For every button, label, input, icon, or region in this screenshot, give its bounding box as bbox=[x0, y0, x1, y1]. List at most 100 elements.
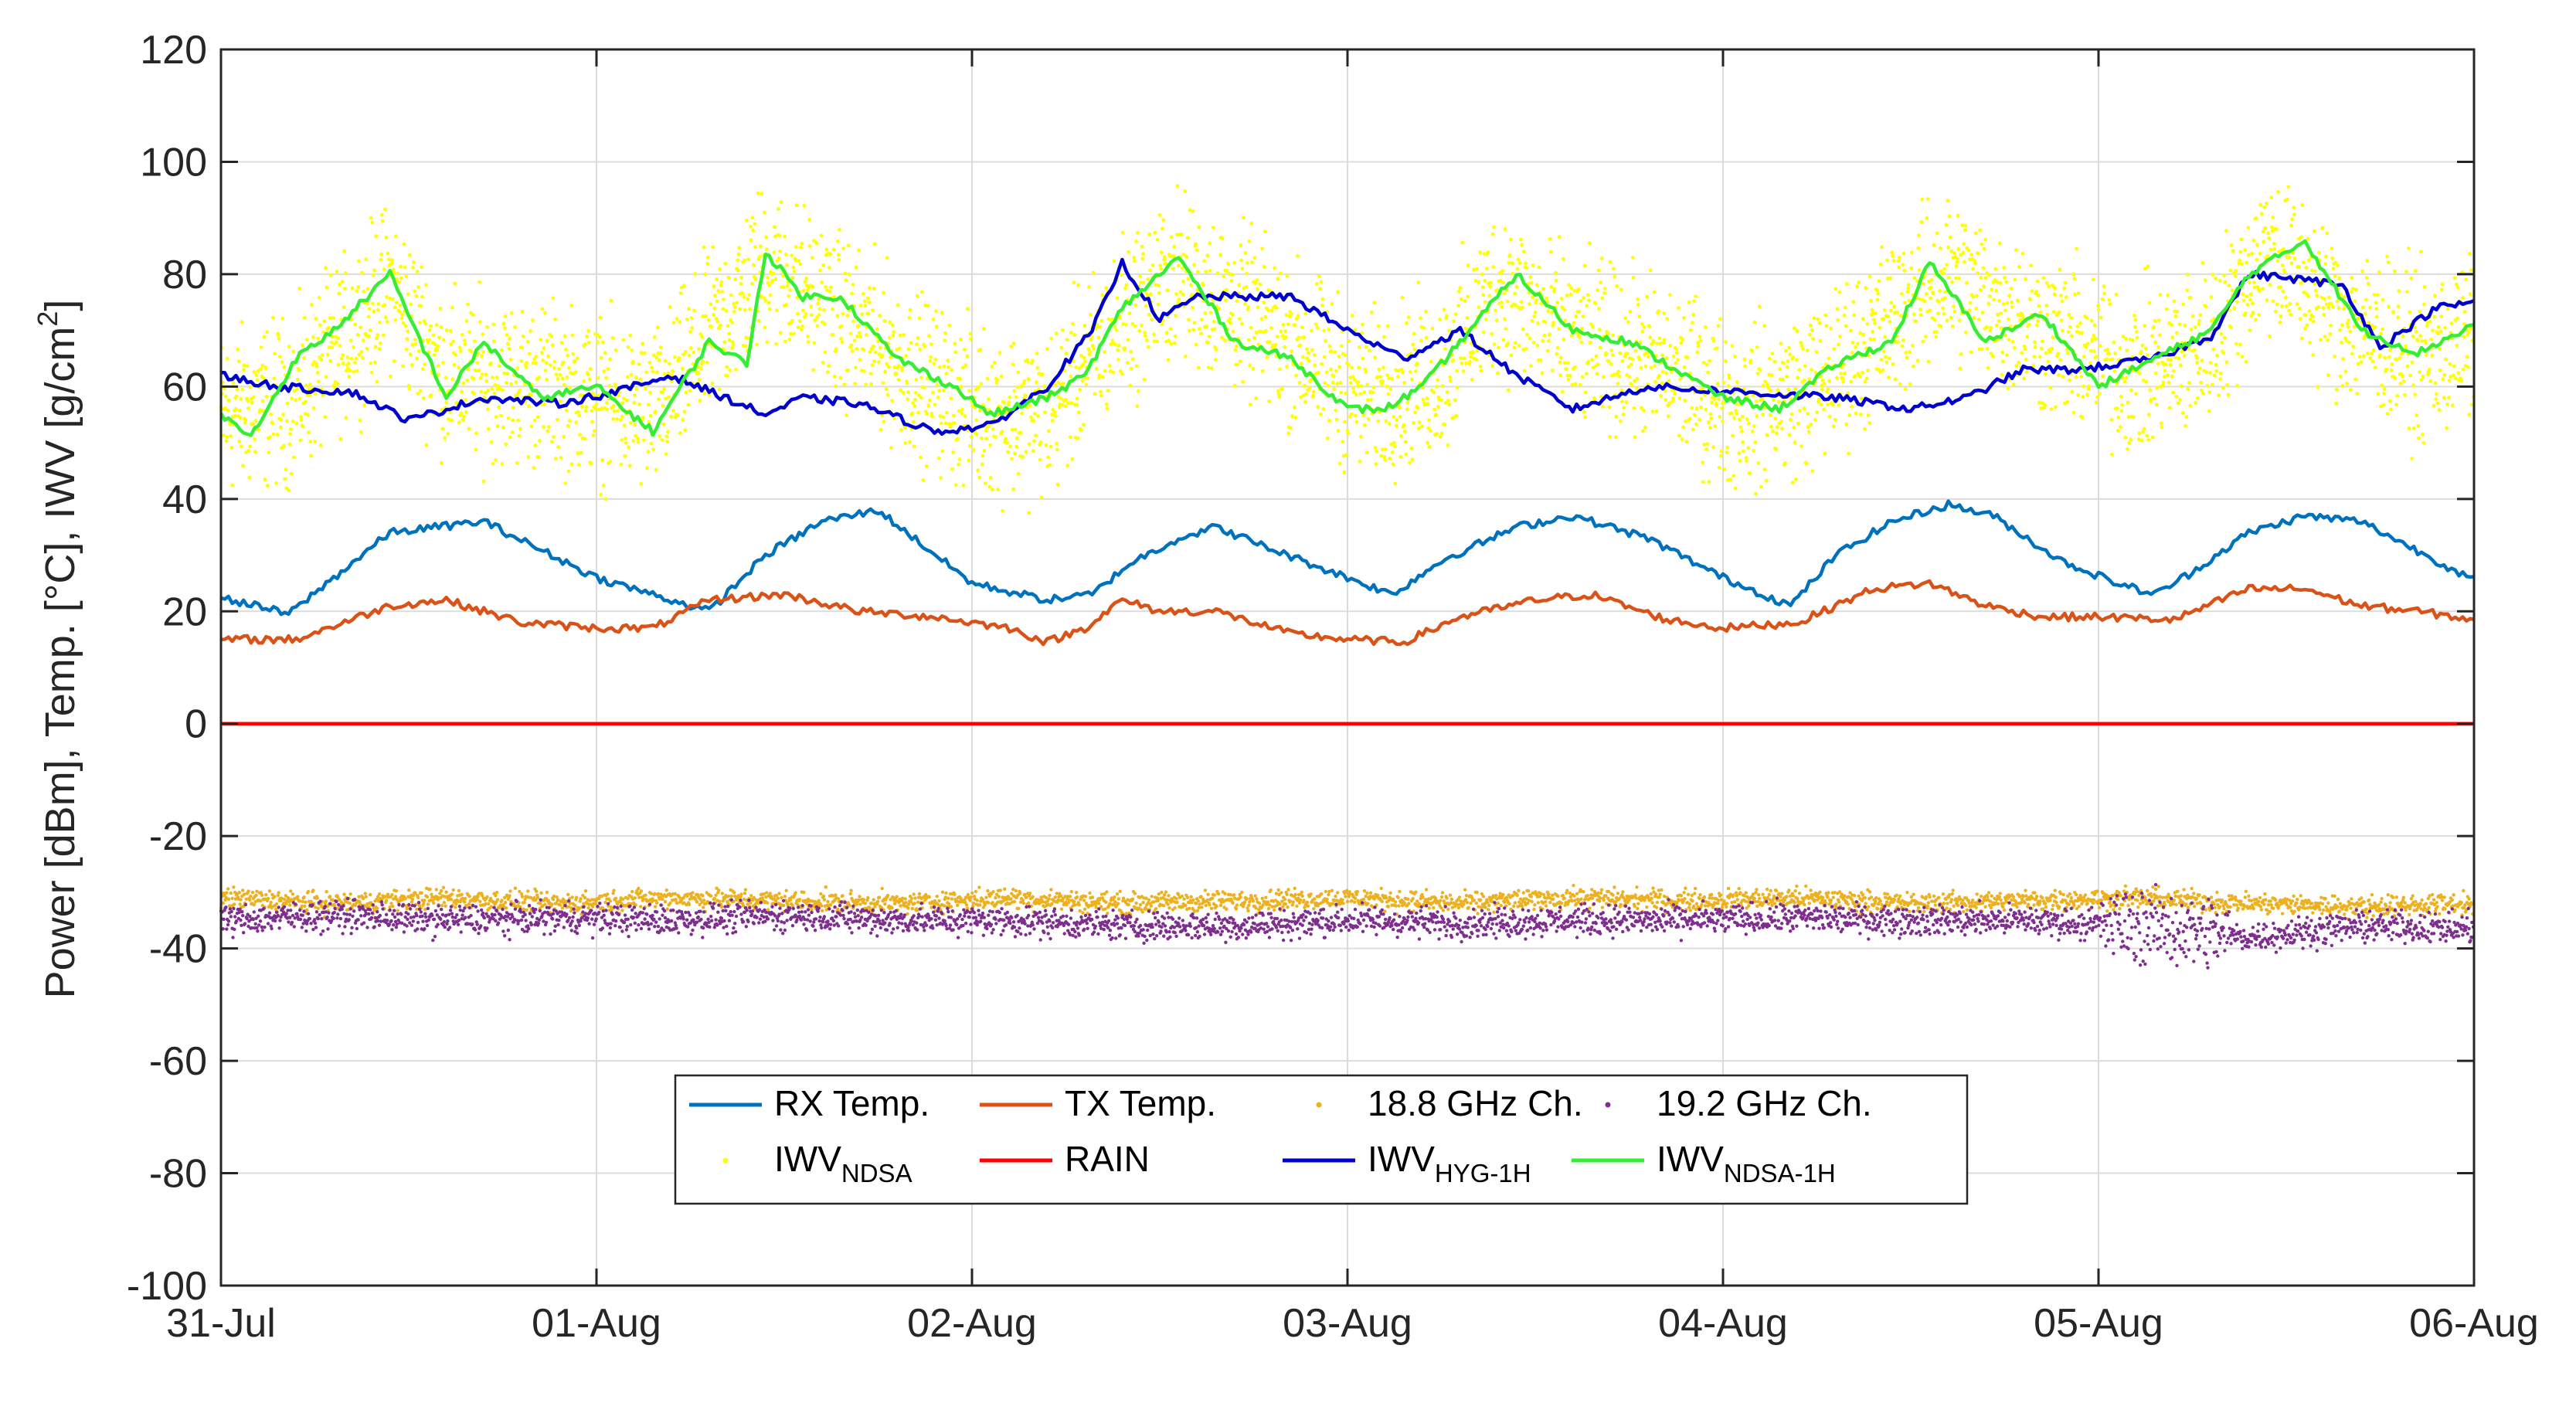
data-point bbox=[1341, 440, 1345, 444]
data-point bbox=[641, 438, 646, 443]
data-point bbox=[1104, 286, 1108, 290]
data-point bbox=[1081, 362, 1086, 367]
data-point bbox=[752, 263, 756, 267]
data-point bbox=[595, 332, 600, 337]
data-point bbox=[2098, 344, 2102, 348]
data-point bbox=[513, 886, 518, 890]
data-point bbox=[987, 484, 992, 489]
data-point bbox=[2196, 371, 2200, 375]
data-point bbox=[627, 464, 632, 468]
data-point bbox=[1325, 436, 1330, 440]
data-point bbox=[1086, 347, 1091, 351]
data-point bbox=[1580, 375, 1585, 379]
data-point bbox=[1334, 408, 1338, 413]
data-point bbox=[922, 386, 926, 389]
data-point bbox=[482, 396, 487, 399]
data-point bbox=[1906, 283, 1911, 287]
data-point bbox=[1103, 350, 1106, 354]
data-point bbox=[2142, 426, 2146, 431]
data-point bbox=[683, 349, 688, 354]
data-point bbox=[1596, 268, 1601, 273]
data-point bbox=[420, 367, 425, 372]
data-point bbox=[438, 306, 443, 311]
data-point bbox=[590, 391, 595, 396]
data-point bbox=[230, 896, 234, 901]
data-point bbox=[1529, 364, 1533, 368]
data-point bbox=[242, 363, 246, 368]
data-point bbox=[559, 399, 562, 403]
data-point bbox=[898, 333, 902, 338]
data-point bbox=[753, 245, 757, 250]
data-point bbox=[1967, 308, 1972, 312]
data-point bbox=[764, 247, 769, 252]
data-point bbox=[2018, 318, 2023, 322]
data-point bbox=[621, 338, 626, 342]
data-point bbox=[350, 317, 354, 321]
data-point bbox=[1118, 315, 1122, 319]
data-point bbox=[1317, 371, 1320, 375]
data-point bbox=[1070, 457, 1075, 461]
data-point bbox=[377, 347, 382, 351]
data-point bbox=[1763, 379, 1768, 384]
data-point bbox=[1843, 305, 1847, 310]
data-point bbox=[1361, 413, 1366, 417]
data-point bbox=[2255, 257, 2259, 262]
data-point bbox=[2368, 356, 2373, 360]
data-point bbox=[943, 338, 946, 342]
data-point bbox=[811, 368, 815, 372]
data-point bbox=[2386, 260, 2391, 264]
data-point bbox=[2074, 375, 2078, 379]
data-point bbox=[1515, 285, 1519, 290]
data-point bbox=[304, 399, 308, 404]
data-point bbox=[2211, 272, 2215, 277]
data-point bbox=[255, 889, 259, 893]
data-point bbox=[858, 335, 862, 338]
data-point bbox=[1185, 236, 1190, 240]
data-point bbox=[1773, 416, 1778, 421]
data-point bbox=[1392, 440, 1396, 445]
data-point bbox=[1249, 221, 1254, 226]
data-point bbox=[821, 263, 826, 267]
data-point bbox=[2234, 269, 2238, 273]
data-point bbox=[913, 391, 918, 395]
data-point bbox=[2335, 299, 2340, 304]
data-point bbox=[408, 253, 412, 257]
data-point bbox=[1772, 359, 1777, 364]
data-point bbox=[639, 889, 644, 893]
data-point bbox=[2270, 229, 2275, 233]
data-point bbox=[480, 893, 484, 898]
data-point bbox=[919, 396, 923, 399]
data-point bbox=[2258, 202, 2263, 207]
data-point bbox=[1718, 317, 1722, 321]
data-point bbox=[295, 387, 299, 392]
data-point bbox=[1816, 317, 1820, 321]
data-point bbox=[1204, 270, 1208, 273]
data-point bbox=[1994, 323, 1999, 328]
data-point bbox=[1658, 341, 1663, 345]
data-point bbox=[1606, 358, 1611, 363]
data-point bbox=[1011, 341, 1016, 345]
data-point bbox=[1650, 409, 1655, 414]
data-point bbox=[2153, 371, 2158, 375]
data-point bbox=[1134, 239, 1138, 243]
data-point bbox=[357, 895, 361, 899]
data-point bbox=[1862, 341, 1867, 345]
data-point bbox=[2432, 314, 2437, 319]
data-point bbox=[1508, 237, 1513, 242]
data-point bbox=[238, 902, 242, 906]
data-point bbox=[1409, 377, 1414, 382]
data-point bbox=[2433, 381, 2438, 386]
data-point bbox=[497, 405, 501, 409]
data-point bbox=[1186, 277, 1191, 281]
data-point bbox=[2330, 246, 2334, 250]
data-point bbox=[1703, 325, 1708, 329]
data-point bbox=[923, 344, 927, 348]
data-point bbox=[1582, 263, 1587, 268]
data-point bbox=[276, 333, 280, 338]
data-point bbox=[1670, 399, 1675, 403]
data-point bbox=[1876, 291, 1881, 296]
data-point bbox=[2374, 307, 2379, 311]
data-point bbox=[658, 434, 662, 438]
data-point bbox=[2329, 301, 2333, 306]
data-point bbox=[1502, 291, 1507, 296]
